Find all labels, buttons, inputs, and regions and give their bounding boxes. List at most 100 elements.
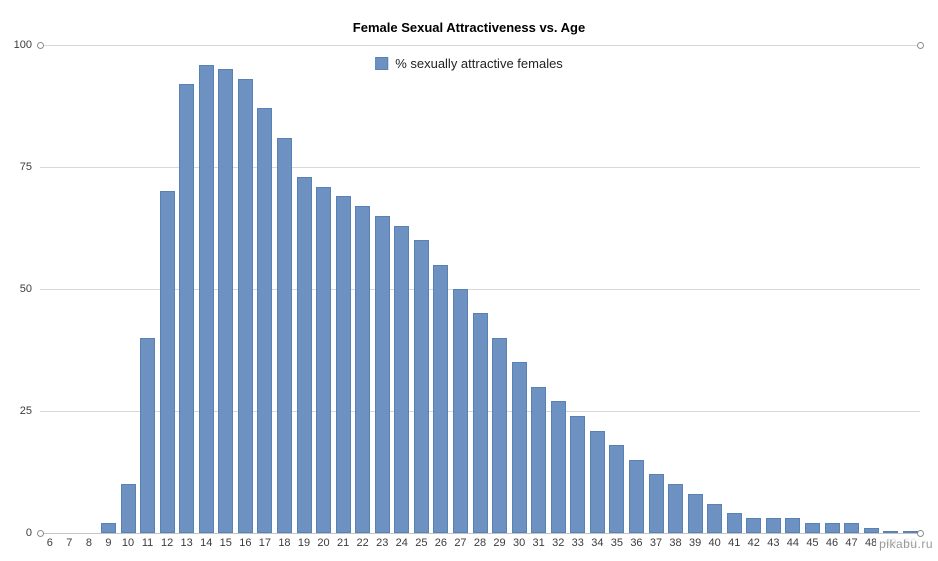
bar [492,337,508,533]
x-axis-label: 44 [786,537,799,549]
bar [687,493,703,533]
x-axis-label: 24 [395,537,408,549]
bar [433,264,449,533]
x-axis-label: 14 [200,537,213,549]
x-axis-labels: 6 7 8 9 10 11 12 13 14 15 16 17 18 19 20 21 22 23 24 25 26 27… [40,537,920,553]
bar [394,225,410,533]
x-axis-label: 15 [219,537,232,549]
bar [511,362,527,533]
bar [707,503,723,533]
bar [374,215,390,533]
x-axis-label: 29 [493,537,506,549]
chart-title: Female Sexual Attractiveness vs. Age [352,20,586,35]
bar [452,289,468,533]
x-axis-label: 31 [532,537,545,549]
y-axis-label: 50 [19,283,32,295]
axis-endpoint-marker-icon [917,42,924,49]
bar [550,401,566,533]
x-axis-label: 45 [806,537,819,549]
x-axis-label: 8 [85,537,92,549]
x-axis-label: 40 [708,537,721,549]
bar [609,445,625,533]
x-axis-label: 32 [552,537,565,549]
x-axis-label: 34 [591,537,604,549]
x-axis-label: 13 [180,537,193,549]
x-axis-label: 41 [728,537,741,549]
bar [648,474,664,533]
bar [570,415,586,533]
x-axis-label: 48 [864,537,878,549]
plot-area [37,42,924,537]
x-axis-label: 23 [376,537,389,549]
x-axis-label: 17 [258,537,271,549]
bar [276,137,292,533]
x-axis-label: 42 [747,537,760,549]
bar [804,523,820,533]
legend-label: % sexually attractive females [395,56,563,71]
x-axis-label: 11 [141,537,154,549]
bar [883,530,899,533]
x-axis-label: 9 [105,537,112,549]
x-axis-label: 46 [825,537,839,549]
bar [726,513,742,533]
y-axis-label: 25 [19,405,32,417]
bar [100,523,116,533]
y-axis-label: 100 [13,39,32,51]
x-axis-label: 10 [121,537,135,549]
gridline [40,44,920,46]
bar [589,430,605,533]
bar [531,386,547,533]
bar [765,518,781,533]
x-axis-label: 19 [297,537,311,549]
bar [844,523,860,533]
bar [218,69,234,533]
x-axis-label: 28 [473,537,487,549]
bar [824,523,840,533]
bar [472,313,488,533]
x-axis-label: 26 [434,537,447,549]
axis-endpoint-marker-icon [37,530,44,537]
bar [257,108,273,533]
y-axis-labels: 0 25 50 75 100 [0,0,34,561]
bar [140,337,156,533]
x-axis-label: 16 [239,537,252,549]
x-axis-label: 35 [610,537,623,549]
bar [296,176,312,533]
gridline [40,532,920,534]
bar [179,84,195,533]
gridline [40,166,920,168]
bar [668,484,684,533]
bar [355,206,371,533]
x-axis-label: 43 [767,537,780,549]
bar [628,459,644,533]
x-axis-label: 39 [688,537,702,549]
axis-endpoint-marker-icon [917,530,924,537]
bar [902,530,918,533]
gridline [40,288,920,290]
x-axis-label: 7 [66,537,73,549]
bar [316,186,332,533]
x-axis-label: 21 [336,537,350,549]
y-axis-label: 75 [19,161,32,173]
x-axis-label: 18 [278,537,291,549]
x-axis-label: 20 [317,537,330,549]
axis-endpoint-marker-icon [37,42,44,49]
x-axis-label: 22 [356,537,369,549]
bar [159,191,175,533]
bar [863,528,879,533]
y-axis-label: 0 [25,527,32,539]
x-axis-label: 25 [415,537,428,549]
bar [198,64,214,533]
x-axis-label: 37 [649,537,663,549]
watermark: pikabu.ru [876,537,936,551]
x-axis-label: 38 [669,537,682,549]
bar [120,484,136,533]
x-axis-label: 12 [160,537,174,549]
bar [335,196,351,533]
bar [746,518,762,533]
x-axis-label: 30 [512,537,526,549]
x-axis-label: 36 [630,537,643,549]
legend: % sexually attractive females [371,54,567,73]
x-axis-label: 6 [46,537,53,549]
